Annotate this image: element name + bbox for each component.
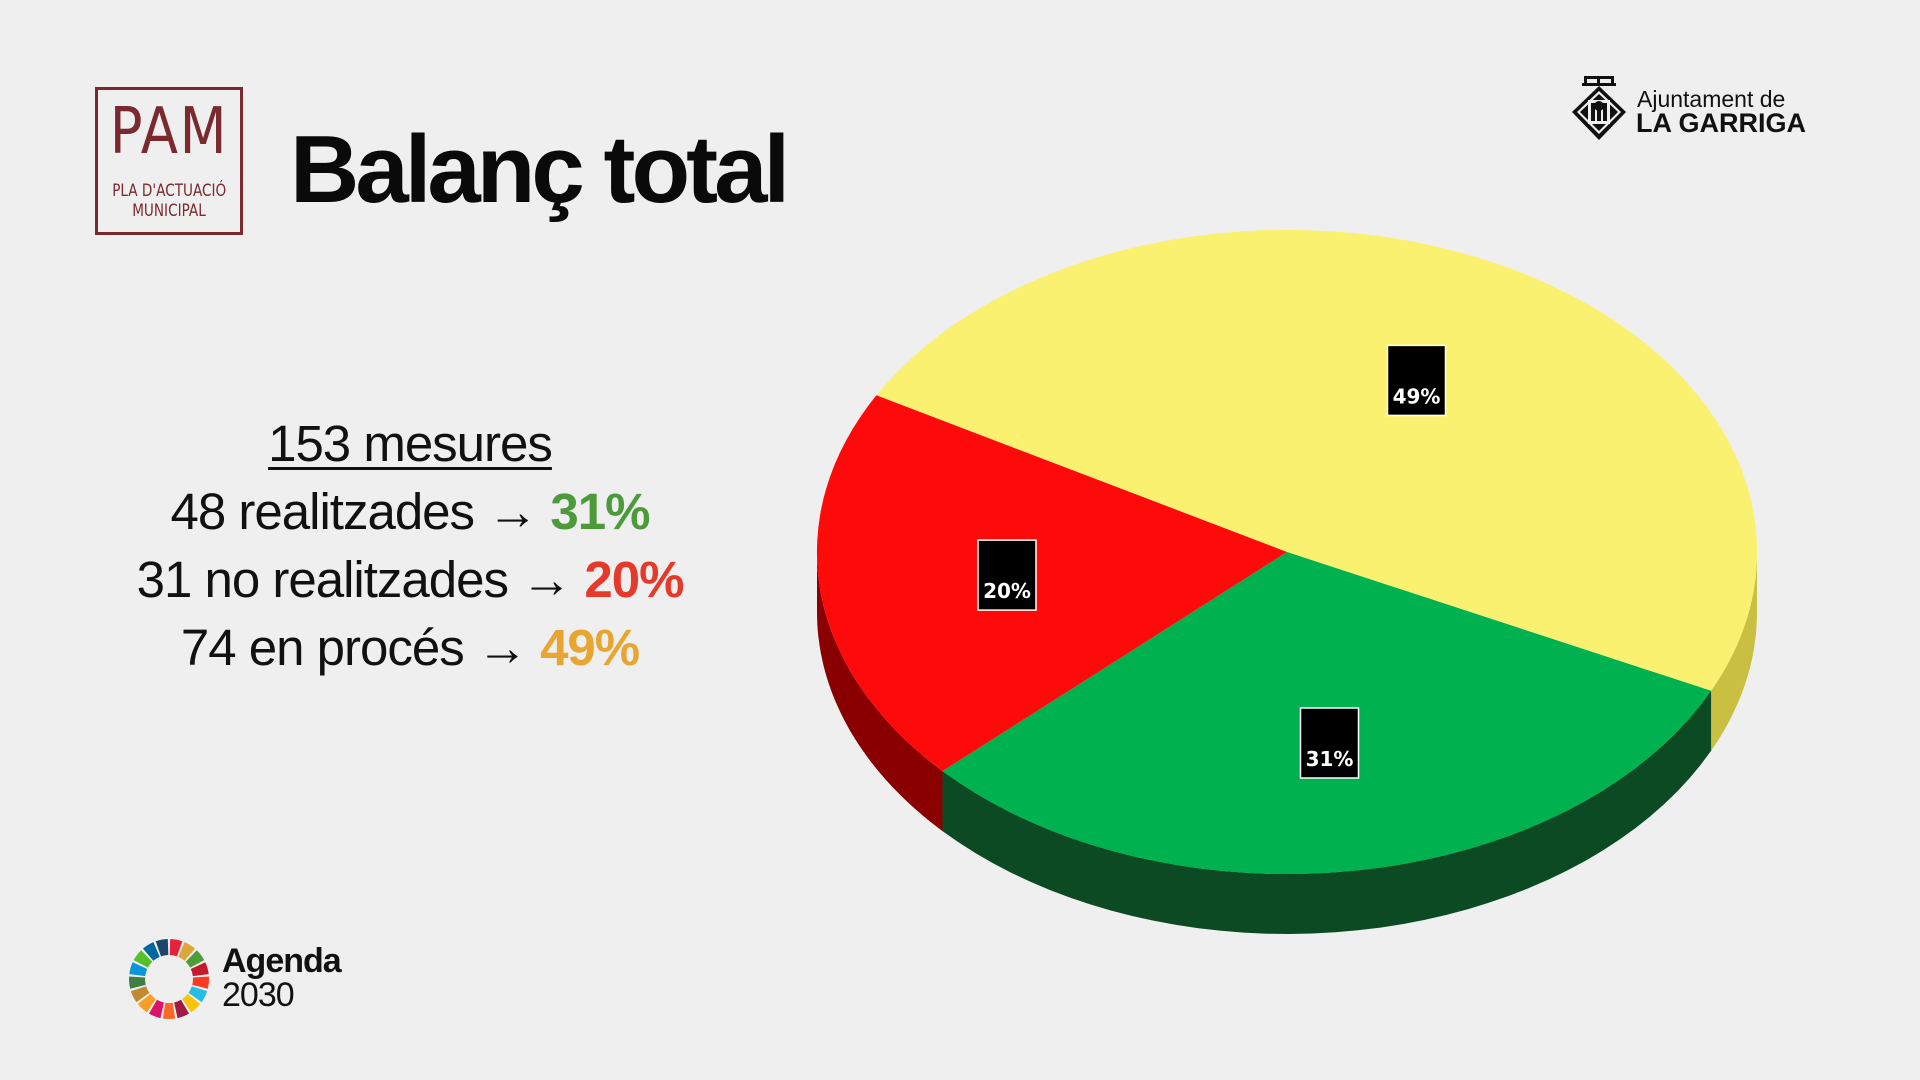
sdg-wheel-segment xyxy=(137,994,156,1013)
summary-row-realitzades: 48 realitzades → 31% xyxy=(90,478,730,546)
page-title: Balanç total xyxy=(290,116,790,223)
summary-row-percent: 20% xyxy=(584,551,684,608)
sdg-wheel-segment xyxy=(178,942,196,961)
sdg-wheel-segment xyxy=(190,962,209,977)
agenda-label: Agenda xyxy=(222,942,342,980)
summary-total: 153 mesures xyxy=(268,415,553,472)
summary-row-percent: 49% xyxy=(540,619,640,676)
pie-label-box xyxy=(1299,707,1360,779)
sdg-wheel-segment xyxy=(174,999,190,1019)
agenda-2030-logo: Agenda 2030 xyxy=(126,936,386,1022)
pie-top xyxy=(816,229,1758,875)
pie-slice-side xyxy=(942,690,1712,934)
sdg-wheel-segment xyxy=(188,986,208,1003)
pie-data-label: 49% xyxy=(1393,384,1441,408)
summary-row-text: 74 en procés → xyxy=(180,619,541,676)
summary-block: 153 mesures 48 realitzades → 31% 31 no r… xyxy=(90,410,730,682)
pie-labels: 49% 31% 20% xyxy=(977,344,1447,779)
sdg-wheel-segment xyxy=(162,1002,176,1019)
pie-slice-side xyxy=(817,552,943,832)
sdg-wheel-segment xyxy=(129,962,148,977)
pie-data-label: 20% xyxy=(983,579,1031,603)
sdg-wheel-segment xyxy=(148,999,164,1019)
ajuntament-logo: Ajuntament de LA GARRIGA xyxy=(1570,76,1820,146)
sdg-wheel-segment xyxy=(133,950,153,968)
municipal-crest-icon xyxy=(1572,76,1626,140)
sdg-wheel-segment xyxy=(192,976,209,989)
pie-label-box xyxy=(1386,344,1447,417)
pie-data-label: 31% xyxy=(1306,747,1354,771)
pam-logo: PAM PLA D'ACTUACIÓ MUNICIPAL xyxy=(95,87,243,235)
summary-row-no-realitzades: 31 no realitzades → 20% xyxy=(90,546,730,614)
summary-row-percent: 31% xyxy=(550,483,650,540)
sdg-wheel-segment xyxy=(182,994,201,1013)
pam-logo-subtitle-2: MUNICIPAL xyxy=(132,201,206,221)
pam-logo-subtitle-1: PLA D'ACTUACIÓ xyxy=(112,181,227,201)
sdg-wheel-segment xyxy=(185,950,205,968)
sdg-wheel-segment xyxy=(169,939,183,957)
summary-row-text: 48 realitzades → xyxy=(170,483,551,540)
pie-label-box xyxy=(977,539,1037,611)
pie-slice xyxy=(816,395,1287,772)
sdg-wheel-icon xyxy=(129,939,209,1019)
pam-logo-main: PAM xyxy=(109,95,229,169)
sdg-wheel-segment xyxy=(142,942,160,961)
pie-slice xyxy=(876,229,1758,691)
sdg-wheel-segment xyxy=(129,976,146,989)
summary-row-en-proces: 74 en procés → 49% xyxy=(90,614,730,682)
sdg-wheel-segment xyxy=(155,939,169,957)
sdg-wheel-segment xyxy=(130,986,150,1003)
summary-row-text: 31 no realitzades → xyxy=(136,551,585,608)
ajuntament-name: LA GARRIGA xyxy=(1636,108,1806,138)
ajuntament-label: Ajuntament de xyxy=(1637,86,1786,112)
agenda-year: 2030 xyxy=(222,976,295,1014)
